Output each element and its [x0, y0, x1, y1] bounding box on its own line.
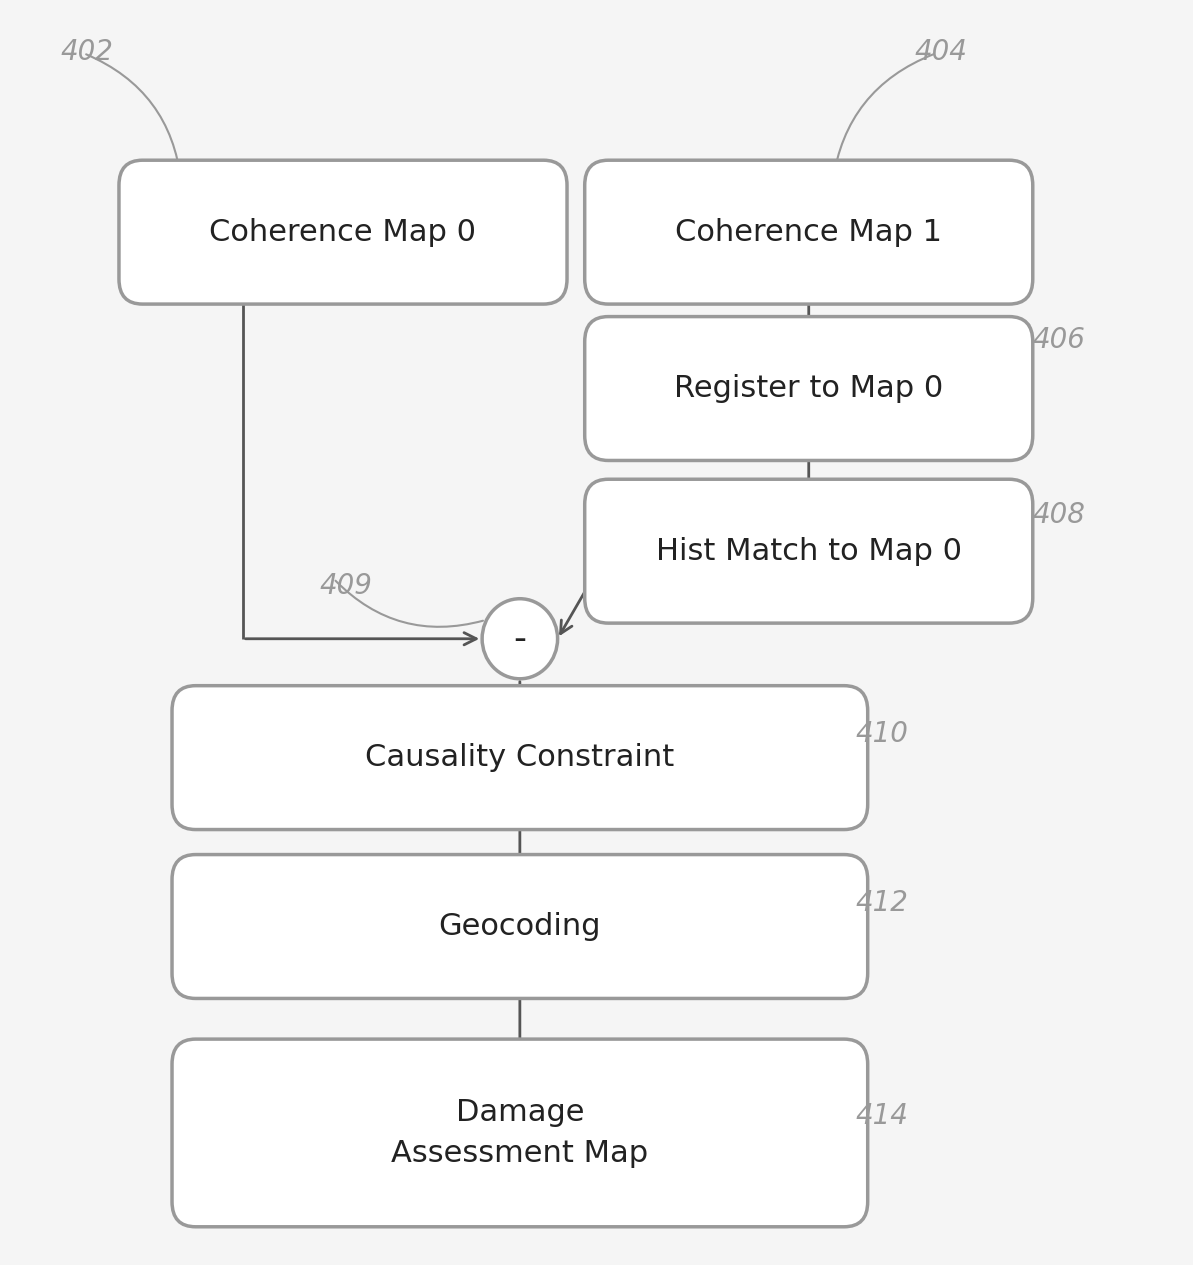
Text: 414: 414 — [855, 1102, 909, 1130]
Text: 406: 406 — [1033, 326, 1086, 354]
FancyBboxPatch shape — [172, 686, 867, 830]
Text: Hist Match to Map 0: Hist Match to Map 0 — [656, 536, 962, 565]
Text: 412: 412 — [855, 889, 909, 917]
FancyBboxPatch shape — [585, 316, 1033, 460]
FancyBboxPatch shape — [172, 855, 867, 998]
FancyBboxPatch shape — [585, 161, 1033, 304]
FancyBboxPatch shape — [119, 161, 567, 304]
Text: Geocoding: Geocoding — [439, 912, 601, 941]
FancyBboxPatch shape — [585, 479, 1033, 624]
Text: 408: 408 — [1033, 501, 1086, 529]
Text: 402: 402 — [60, 38, 113, 66]
FancyBboxPatch shape — [172, 1039, 867, 1227]
Text: Coherence Map 0: Coherence Map 0 — [210, 218, 476, 247]
Text: Register to Map 0: Register to Map 0 — [674, 374, 944, 404]
Text: Damage
Assessment Map: Damage Assessment Map — [391, 1098, 649, 1168]
Text: 410: 410 — [855, 720, 909, 748]
Text: 409: 409 — [320, 573, 372, 601]
Text: 404: 404 — [915, 38, 968, 66]
Text: -: - — [513, 622, 526, 655]
Text: Coherence Map 1: Coherence Map 1 — [675, 218, 942, 247]
Text: Causality Constraint: Causality Constraint — [365, 743, 674, 772]
Circle shape — [482, 598, 557, 679]
